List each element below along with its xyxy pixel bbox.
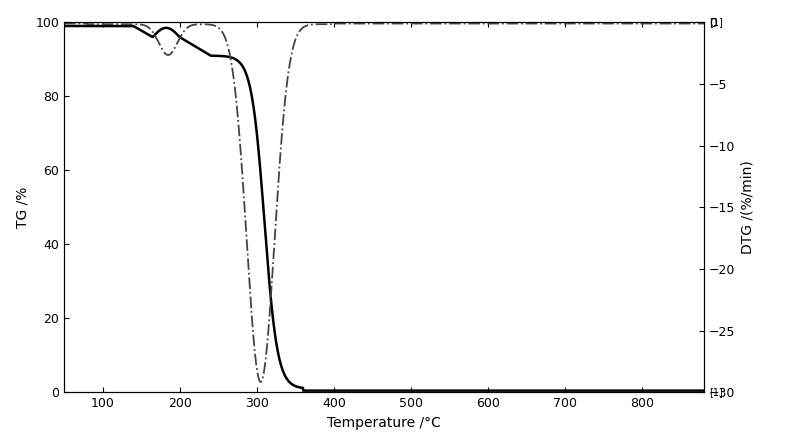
Y-axis label: DTG /(%/min): DTG /(%/min)	[741, 161, 754, 254]
Text: [1]: [1]	[710, 388, 723, 397]
X-axis label: Temperature /°C: Temperature /°C	[327, 416, 441, 430]
Text: [1]: [1]	[710, 17, 723, 27]
Y-axis label: TG /%: TG /%	[16, 187, 30, 228]
